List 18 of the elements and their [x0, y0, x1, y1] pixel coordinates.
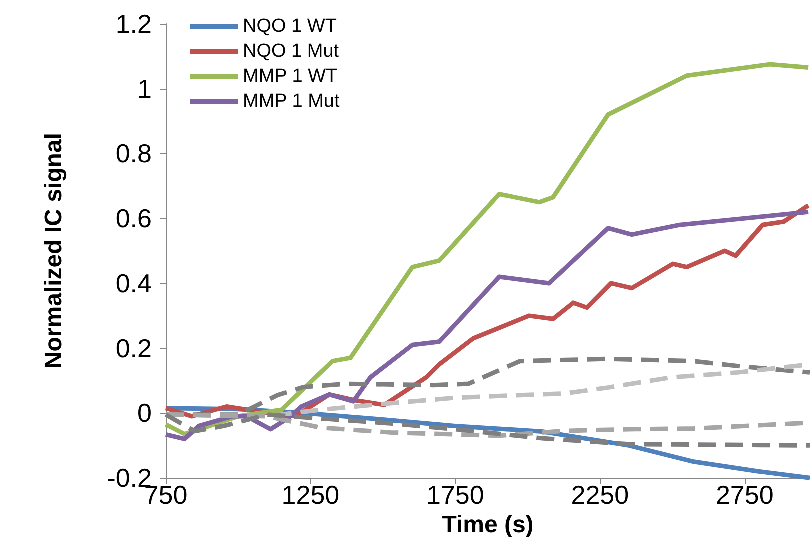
y-tick-label: 0.8	[116, 138, 152, 169]
x-axis-title: Time (s)	[442, 512, 534, 538]
x-tick-label: 2750	[716, 480, 774, 510]
y-tick-label: 0.4	[116, 268, 152, 298]
line-series	[164, 62, 811, 437]
y-tick-label: 0	[138, 398, 152, 428]
legend-label: NQO 1 WT	[243, 16, 338, 37]
y-tick-label: 1	[138, 74, 152, 104]
y-tick-label: 0.6	[116, 204, 152, 234]
legend-label: NQO 1 Mut	[243, 41, 340, 62]
legend-label: MMP 1 WT	[243, 66, 338, 87]
x-tick-label: 1250	[282, 480, 340, 510]
y-tick-label: 0.2	[116, 333, 152, 364]
y-axis-title: Normalized IC signal	[40, 133, 68, 370]
x-tick-label: 1750	[426, 480, 484, 510]
x-tick-label: 2250	[571, 480, 630, 510]
legend-label: MMP 1 Mut	[243, 91, 340, 112]
y-tick-label: 1.2	[116, 9, 152, 39]
